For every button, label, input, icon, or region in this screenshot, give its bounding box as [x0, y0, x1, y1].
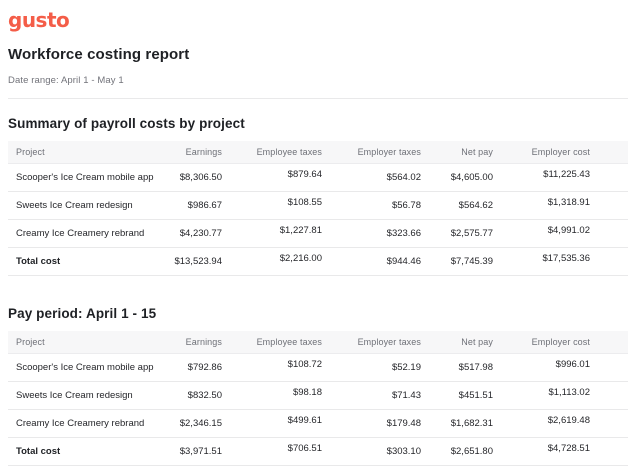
cell-total-employer-taxes: $303.10	[330, 437, 429, 466]
cell-employer-cost: $1,318.91	[501, 191, 628, 220]
header-divider	[8, 98, 628, 99]
cell-earnings: $2,346.15	[140, 409, 230, 438]
cell-earnings: $8,306.50	[140, 163, 230, 192]
column-header-employer-taxes: Employer taxes	[330, 331, 429, 354]
pay-period-section-heading: Pay period: April 1 - 15	[8, 306, 157, 321]
cell-earnings: $4,230.77	[140, 219, 230, 248]
cell-net-pay: $2,575.77	[429, 219, 501, 248]
column-header-project: Project	[8, 331, 140, 354]
pay-period-payroll-table: Project Earnings Employee taxes Employer…	[8, 331, 628, 466]
cell-employee-taxes: $108.55	[230, 191, 330, 220]
cell-employee-taxes: $1,227.81	[230, 219, 330, 248]
cell-project: Sweets Ice Cream redesign	[8, 381, 140, 410]
cell-total-employee-taxes: $2,216.00	[230, 247, 330, 276]
page-title: Workforce costing report	[8, 46, 190, 63]
cell-net-pay: $564.62	[429, 191, 501, 220]
cell-project: Scooper's Ice Cream mobile app	[8, 163, 154, 192]
date-range: Date range: April 1 - May 1	[8, 75, 124, 86]
cell-project: Sweets Ice Cream redesign	[8, 191, 140, 220]
cell-total-label: Total cost	[8, 437, 140, 466]
cell-total-earnings: $3,971.51	[140, 437, 230, 466]
cell-employer-taxes: $564.02	[330, 163, 429, 192]
summary-section-heading: Summary of payroll costs by project	[8, 116, 245, 131]
cell-net-pay: $517.98	[429, 353, 501, 382]
table-row: Sweets Ice Cream redesign $832.50 $98.18…	[8, 381, 628, 410]
column-header-net-pay: Net pay	[429, 331, 501, 354]
table-row: Creamy Ice Creamery rebrand $2,346.15 $4…	[8, 409, 628, 438]
cell-employer-taxes: $179.48	[330, 409, 429, 438]
table-header-row: Project Earnings Employee taxes Employer…	[8, 141, 628, 164]
summary-payroll-table: Project Earnings Employee taxes Employer…	[8, 141, 628, 276]
cell-employer-taxes: $323.66	[330, 219, 429, 248]
cell-employer-cost: $11,225.43	[501, 163, 628, 192]
cell-employer-cost: $1,113.02	[501, 381, 628, 410]
cell-employee-taxes: $499.61	[230, 409, 330, 438]
cell-earnings: $832.50	[140, 381, 230, 410]
cell-net-pay: $4,605.00	[429, 163, 501, 192]
table-header-row: Project Earnings Employee taxes Employer…	[8, 331, 628, 354]
table-row: Scooper's Ice Cream mobile app $792.86 $…	[8, 353, 628, 382]
cell-project: Scooper's Ice Cream mobile app	[8, 353, 154, 382]
column-header-employer-cost: Employer cost	[501, 141, 628, 164]
column-header-employer-cost: Employer cost	[501, 331, 628, 354]
table-row: Creamy Ice Creamery rebrand $4,230.77 $1…	[8, 219, 628, 248]
column-header-earnings: Earnings	[140, 331, 230, 354]
cell-total-net-pay: $2,651.80	[429, 437, 501, 466]
cell-earnings: $986.67	[140, 191, 230, 220]
cell-employer-cost: $996.01	[501, 353, 628, 382]
column-header-employer-taxes: Employer taxes	[330, 141, 429, 164]
cell-employee-taxes: $108.72	[230, 353, 330, 382]
table-row: Sweets Ice Cream redesign $986.67 $108.5…	[8, 191, 628, 220]
column-header-employee-taxes: Employee taxes	[230, 331, 330, 354]
cell-employee-taxes: $98.18	[230, 381, 330, 410]
cell-net-pay: $1,682.31	[429, 409, 501, 438]
column-header-earnings: Earnings	[140, 141, 230, 164]
cell-employer-taxes: $56.78	[330, 191, 429, 220]
cell-total-employer-taxes: $944.46	[330, 247, 429, 276]
cell-employer-taxes: $52.19	[330, 353, 429, 382]
cell-total-employer-cost: $17,535.36	[501, 247, 628, 276]
cell-total-label: Total cost	[8, 247, 140, 276]
cell-net-pay: $451.51	[429, 381, 501, 410]
column-header-employee-taxes: Employee taxes	[230, 141, 330, 164]
cell-employer-cost: $2,619.48	[501, 409, 628, 438]
table-row: Scooper's Ice Cream mobile app $8,306.50…	[8, 163, 628, 192]
cell-total-net-pay: $7,745.39	[429, 247, 501, 276]
gusto-logo: gusto	[8, 8, 70, 32]
cell-total-earnings: $13,523.94	[140, 247, 230, 276]
column-header-project: Project	[8, 141, 140, 164]
cell-employer-taxes: $71.43	[330, 381, 429, 410]
cell-total-employee-taxes: $706.51	[230, 437, 330, 466]
cell-project: Creamy Ice Creamery rebrand	[8, 409, 144, 438]
cell-employer-cost: $4,991.02	[501, 219, 628, 248]
cell-employee-taxes: $879.64	[230, 163, 330, 192]
total-row: Total cost $3,971.51 $706.51 $303.10 $2,…	[8, 437, 628, 466]
cell-project: Creamy Ice Creamery rebrand	[8, 219, 144, 248]
cell-earnings: $792.86	[140, 353, 230, 382]
total-row: Total cost $13,523.94 $2,216.00 $944.46 …	[8, 247, 628, 276]
cell-total-employer-cost: $4,728.51	[501, 437, 628, 466]
column-header-net-pay: Net pay	[429, 141, 501, 164]
